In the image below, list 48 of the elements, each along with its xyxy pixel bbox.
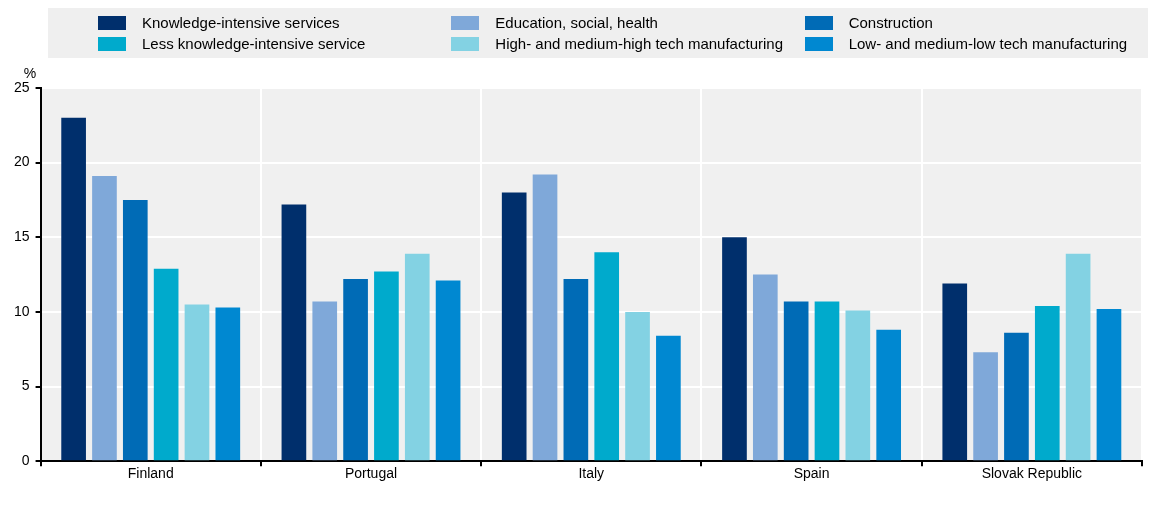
bar [783,301,809,461]
bar [184,304,210,461]
legend-label: Education, social, health [495,14,658,31]
bar [404,253,430,461]
bar [942,283,968,461]
x-tick-label: Spain [793,465,830,482]
legend-label: Low- and medium-low tech manufacturing [848,35,1128,52]
bar [563,279,589,461]
x-tick-label: Portugal [344,465,398,482]
y-tick-label: 0 [21,452,30,469]
bar [973,352,998,461]
bar [1034,305,1060,461]
y-tick-label: 25 [13,78,30,95]
legend-label: Knowledge-intensive services [142,14,340,31]
bar [625,311,650,461]
bar [435,280,461,461]
bar [312,301,338,461]
x-tick-label: Finland [127,465,174,482]
bar [656,335,681,461]
bar [61,117,86,461]
x-tick-label: Slovak Republic [981,465,1083,482]
bar [92,176,117,461]
y-axis-title: % [23,65,37,81]
legend-label: High- and medium-high tech manufacturing [495,35,783,52]
bar [722,237,747,461]
bar [281,204,307,461]
bar [876,329,902,461]
bar [845,310,871,461]
bar [1065,253,1091,461]
bar [122,199,148,461]
bar [343,279,368,461]
bar [153,268,179,461]
bar [1004,332,1029,461]
legend-label: Construction [848,14,933,31]
bar [215,307,241,461]
bar [594,252,620,461]
bar [752,274,778,461]
y-tick-label: 10 [13,302,30,319]
bar [814,301,840,461]
x-tick-label: Italy [578,465,605,482]
y-tick-label: 20 [13,153,30,170]
bar [374,271,399,461]
y-tick-label: 5 [21,377,30,394]
bar [1096,308,1122,461]
bar [532,174,558,461]
bar [501,192,527,461]
y-tick-label: 15 [13,228,30,245]
legend-label: Less knowledge-intensive service [142,35,366,52]
